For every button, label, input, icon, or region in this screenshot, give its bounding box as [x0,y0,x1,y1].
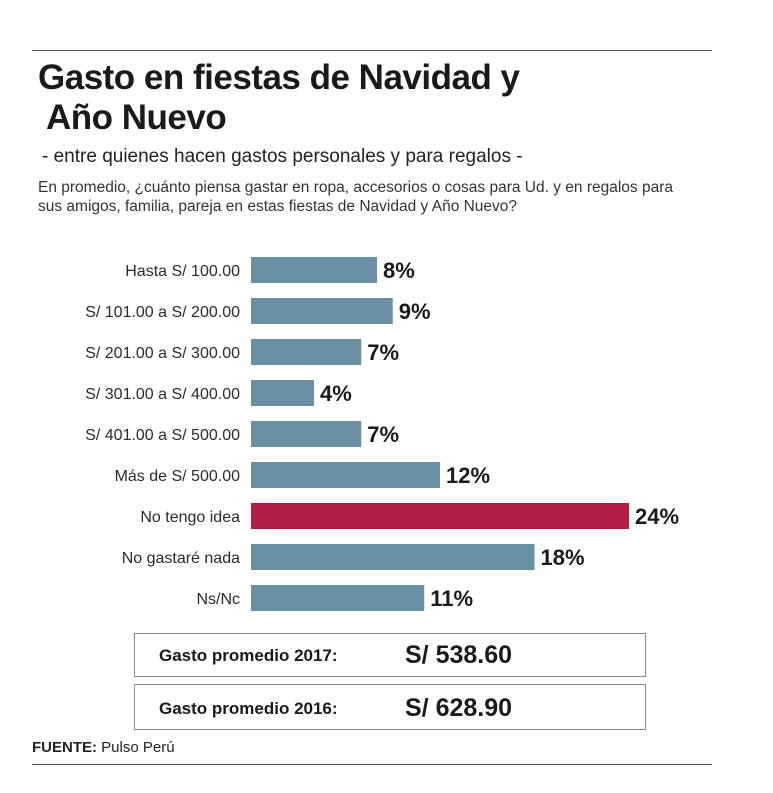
title-line-1: Gasto en fiestas de Navidad y [38,58,520,97]
value-label: 11% [430,586,473,611]
summary-box-2017: Gasto promedio 2017: S/ 538.60 [134,633,646,677]
bar [251,462,440,488]
category-label: S/ 401.00 a S/ 500.00 [85,427,240,444]
value-label: 8% [383,258,415,283]
category-label: Más de S/ 500.00 [115,468,241,485]
source-note: FUENTE: Pulso Perú [32,739,175,756]
summary-value-2016: S/ 628.90 [405,694,513,722]
value-label: 4% [320,381,352,406]
bar [251,544,535,570]
chart-subtitle: - entre quienes hacen gastos personales … [42,146,523,167]
summary-label-2017: Gasto promedio 2017: [159,646,338,665]
bar-highlight [251,503,629,529]
category-label: No gastaré nada [122,550,240,567]
bar [251,339,362,365]
value-label: 12% [446,463,490,488]
bar [251,298,393,324]
value-label: 7% [367,422,399,447]
bottom-rule [32,764,712,765]
top-rule [32,50,712,51]
source-text: Pulso Perú [101,739,175,756]
value-label: 7% [367,340,399,365]
bar [251,585,425,611]
source-label: FUENTE: [32,739,97,756]
category-label: S/ 101.00 a S/ 200.00 [85,304,240,321]
summary-value-2017: S/ 538.60 [405,641,513,669]
category-label: S/ 201.00 a S/ 300.00 [85,345,240,362]
bar-chart: Hasta S/ 100.00 8% S/ 101.00 a S/ 200.00 9%… [85,257,679,611]
summary-label-2016: Gasto promedio 2016: [159,699,338,718]
title-line-2: Año Nuevo [46,98,227,137]
bar [251,421,362,447]
category-label: Hasta S/ 100.00 [125,263,240,280]
bar [251,380,314,406]
category-label: No tengo idea [140,509,240,526]
survey-question: En promedio, ¿cuánto piensa gastar en ro… [38,179,674,215]
value-label: 9% [399,299,431,324]
chart-title: Gasto en fiestas de Navidad y Año Nuevo [38,58,678,138]
summary-box-2016: Gasto promedio 2016: S/ 628.90 [134,684,646,730]
category-label: Ns/Nc [196,591,240,608]
bar [251,257,377,283]
value-label: 24% [635,504,679,529]
category-label: S/ 301.00 a S/ 400.00 [85,386,240,403]
value-label: 18% [541,545,585,570]
